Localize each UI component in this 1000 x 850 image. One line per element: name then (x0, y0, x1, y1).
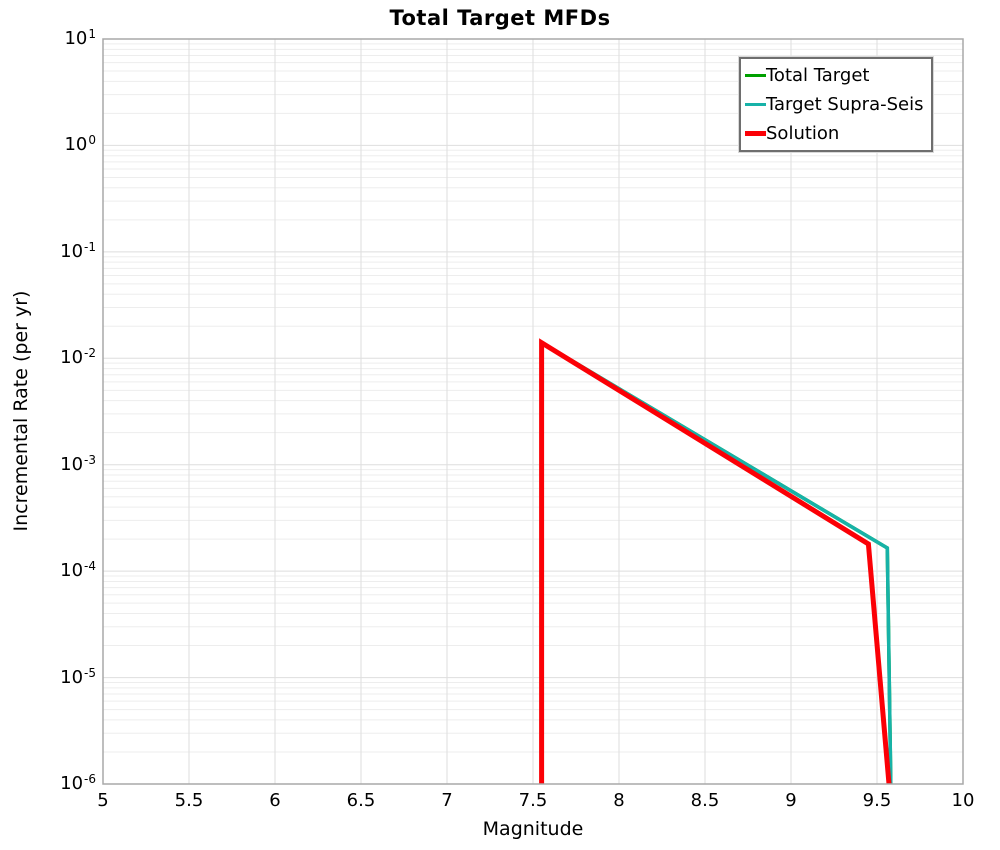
x-tick-label: 10 (951, 790, 975, 811)
chart-title: Total Target MFDs (389, 6, 611, 30)
legend-label: Total Target (766, 65, 870, 86)
y-tick-label: 10-2 (60, 346, 96, 369)
legend-line-swatch (745, 73, 766, 78)
series-line-1 (539, 339, 893, 785)
legend-box: Total Target Target Supra-Seis Solution (739, 57, 934, 152)
x-tick-label: 5 (97, 790, 109, 811)
x-axis-title: Magnitude (482, 818, 584, 840)
x-tick-label: 8.5 (690, 790, 720, 811)
y-tick-label: 100 (64, 133, 96, 156)
y-tick-label: 10-6 (60, 771, 96, 794)
legend-label: Solution (766, 123, 840, 144)
y-tick-label: 10-5 (60, 665, 96, 688)
legend-entry: Solution (745, 119, 923, 148)
legend-entry: Total Target (745, 61, 923, 90)
series-line-2 (539, 338, 892, 785)
series-line-0 (539, 339, 893, 785)
y-axis-title: Incremental Rate (per yr) (10, 290, 32, 532)
x-tick-label: 6 (269, 790, 281, 811)
legend-label: Target Supra-Seis (766, 94, 924, 115)
x-tick-label: 7 (441, 790, 453, 811)
y-tick-label: 10-3 (60, 452, 96, 475)
y-tick-label: 10-4 (60, 559, 96, 582)
x-tick-label: 7.5 (518, 790, 548, 811)
y-tick-label: 10-1 (60, 239, 96, 262)
x-tick-label: 8 (613, 790, 625, 811)
legend-entry: Target Supra-Seis (745, 90, 923, 119)
y-tick-label: 101 (64, 26, 96, 49)
x-tick-label: 6.5 (346, 790, 376, 811)
x-tick-label: 5.5 (174, 790, 204, 811)
x-tick-label: 9.5 (862, 790, 892, 811)
x-tick-label: 9 (785, 790, 797, 811)
legend-line-swatch (745, 102, 766, 107)
legend-line-swatch (745, 131, 766, 136)
